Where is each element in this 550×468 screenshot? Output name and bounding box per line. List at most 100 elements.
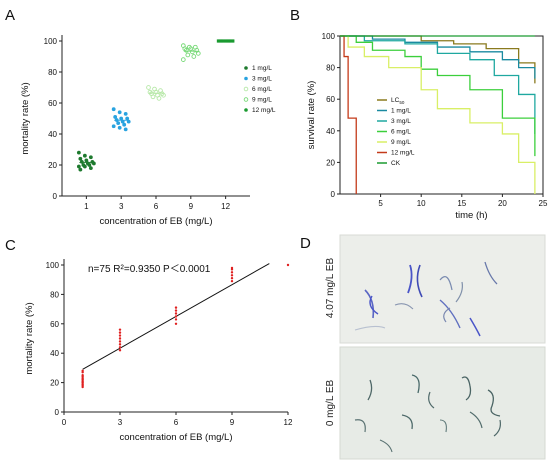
data-point	[230, 271, 234, 274]
legend-label: 9 mg/L	[252, 97, 272, 104]
data-point	[222, 39, 225, 43]
data-point	[230, 274, 234, 277]
y-tick-label: 80	[50, 290, 59, 299]
data-point	[224, 39, 227, 43]
photo-label-treated: 4.07 mg/L EB	[325, 258, 336, 319]
x-tick-label: 25	[539, 199, 548, 208]
legend-label: 12 mg/L	[391, 150, 415, 157]
data-point	[221, 39, 224, 43]
data-point	[118, 343, 122, 346]
x-tick-label: 0	[62, 418, 67, 427]
data-point	[81, 369, 84, 373]
legend-marker	[243, 86, 249, 92]
data-point	[232, 39, 235, 43]
survival-curve	[340, 35, 536, 79]
photo-label-control: 0 mg/L EB	[325, 380, 336, 427]
panel-d-photos: 4.07 mg/L EB 0 mg/L EB	[325, 234, 546, 460]
y-tick-label: 100	[44, 37, 58, 46]
legend-label: 1 mg/L	[391, 108, 411, 115]
y-tick-label: 60	[326, 95, 335, 104]
data-point	[230, 277, 234, 280]
data-point	[76, 150, 81, 155]
legend-label: 6 mg/L	[252, 86, 272, 93]
y-tick-label: 60	[48, 99, 57, 108]
data-point	[230, 279, 234, 283]
x-tick-label: 1	[84, 202, 89, 211]
y-tick-label: 100	[46, 261, 60, 270]
x-tick-label: 6	[174, 418, 179, 427]
panel-c-regression-chart: 0 20 40 60 80 100 0 3 6 9 12 concentration of EB (m…	[24, 259, 293, 443]
data-point	[195, 51, 201, 56]
data-point	[117, 125, 122, 130]
data-point	[76, 164, 81, 169]
data-point	[183, 47, 189, 53]
data-point	[174, 309, 178, 312]
legend-label: LC50	[391, 97, 405, 105]
panel-letter-b: B	[290, 7, 300, 24]
x-axis-label: time (h)	[455, 210, 487, 221]
legend-label: 3 mg/L	[252, 76, 272, 83]
data-point	[87, 163, 92, 167]
data-point	[119, 116, 124, 121]
data-point	[223, 39, 226, 43]
y-tick-label: 100	[322, 32, 336, 41]
data-point	[118, 349, 122, 352]
legend-label: 3 mg/L	[391, 118, 411, 125]
y-tick-label: 0	[53, 192, 58, 201]
data-point	[84, 158, 89, 163]
data-point	[118, 328, 122, 331]
legend-marker	[244, 108, 248, 112]
data-point	[174, 322, 178, 325]
data-point	[88, 166, 93, 171]
data-point	[113, 115, 118, 119]
y-tick-label: 60	[50, 320, 59, 329]
data-point	[219, 39, 221, 43]
x-axis-label: concentration of EB (mg/L)	[120, 432, 233, 443]
legend-label: 6 mg/L	[391, 129, 411, 136]
data-point	[150, 94, 156, 100]
data-point	[82, 164, 87, 169]
panel-letter-d: D	[300, 235, 311, 252]
data-point	[116, 121, 121, 126]
x-tick-label: 6	[154, 202, 159, 211]
y-tick-label: 40	[50, 349, 59, 358]
legend-marker	[243, 97, 249, 102]
y-tick-label: 0	[331, 190, 336, 199]
data-point	[122, 122, 127, 127]
regression-stats: n=75 R²=0.9350 P＜0.0001	[88, 264, 211, 275]
x-tick-label: 5	[378, 199, 383, 208]
data-point	[185, 52, 191, 58]
data-point	[227, 39, 229, 43]
y-tick-label: 0	[55, 408, 60, 417]
data-point	[111, 107, 116, 112]
y-tick-label: 40	[48, 130, 57, 139]
data-point	[78, 167, 83, 172]
data-point	[180, 57, 186, 62]
x-tick-label: 9	[230, 418, 235, 427]
data-point	[216, 39, 219, 43]
data-point	[174, 306, 178, 309]
data-point	[123, 111, 128, 116]
larvae-control	[354, 374, 501, 453]
panel-letter-c: C	[5, 237, 16, 254]
legend-label: CK	[391, 160, 401, 167]
panel-letter-a: A	[5, 7, 15, 24]
y-tick-label: 20	[48, 161, 57, 170]
x-tick-label: 9	[189, 202, 194, 211]
legend-marker	[244, 76, 248, 81]
x-tick-label: 15	[457, 199, 466, 208]
data-point	[286, 263, 290, 267]
data-point	[125, 116, 130, 121]
x-tick-label: 12	[284, 418, 293, 427]
data-point	[78, 156, 83, 161]
y-axis-label: mortality rate (%)	[24, 302, 35, 374]
x-tick-label: 3	[118, 418, 123, 427]
data-point	[161, 92, 166, 98]
data-point	[174, 318, 178, 321]
data-point	[217, 39, 220, 43]
data-point	[189, 49, 195, 55]
y-tick-label: 80	[326, 64, 335, 73]
legend-label: 12 mg/L	[252, 107, 276, 114]
data-point	[146, 85, 151, 90]
